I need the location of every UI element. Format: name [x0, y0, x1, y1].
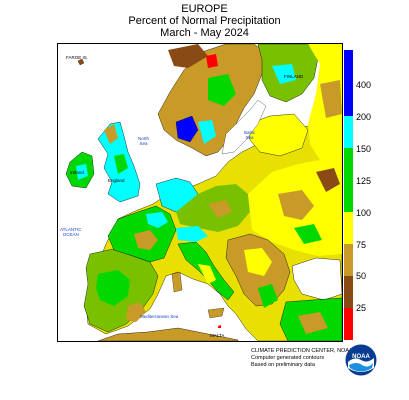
atlantic-label-line2: OCEAN — [62, 232, 79, 237]
baltics — [247, 113, 309, 157]
baltic-sea-label: Baltic Sea — [244, 130, 255, 140]
east-dry-patch — [278, 190, 314, 220]
legend-swatch-75-100 — [344, 212, 353, 244]
baltic-sea-label-line1: Baltic — [244, 130, 256, 135]
legend-tick-200: 200 — [356, 112, 372, 122]
map-title-period: March - May 2024 — [160, 27, 249, 39]
credit-line-3: Based on preliminary data — [251, 362, 315, 368]
legend-swatch-0-25 — [344, 308, 353, 340]
france-vwet-patch — [146, 212, 168, 228]
denmark — [175, 115, 199, 143]
north-africa — [97, 327, 239, 341]
med-sea-label: Mediterranean Sea — [140, 314, 179, 319]
legend-tick-100: 100 — [356, 208, 372, 218]
legend-tick-125: 125 — [356, 176, 372, 186]
map-title-subtitle: Percent of Normal Precipitation — [128, 15, 281, 27]
baltic-sea-label-line2: Sea — [245, 135, 254, 140]
finland-wet — [272, 64, 296, 84]
black-sea — [291, 257, 342, 301]
ireland-wet-patch — [76, 164, 88, 180]
malta-label: MALTA — [210, 333, 225, 338]
finland-label: FINLAND — [284, 74, 304, 79]
iberia-wet-patch — [96, 270, 130, 306]
legend-tick-400: 400 — [356, 80, 372, 90]
north-sea-label: North Sea — [138, 136, 149, 146]
legend-swatch-150-200 — [344, 116, 353, 148]
malta-dot — [218, 325, 221, 328]
france-dry-patch — [134, 230, 158, 250]
norway-red — [206, 54, 218, 68]
baltic-sea-water — [221, 99, 267, 155]
legend-swatch-25-50 — [344, 276, 353, 308]
scotland-dry-patch — [104, 124, 118, 144]
central-dry-patch — [208, 200, 232, 218]
legend-tick-50: 50 — [356, 271, 367, 281]
legend-tick-150: 150 — [356, 144, 372, 154]
north-sea-label-line1: North — [138, 136, 150, 141]
iberia-dry-patch — [126, 302, 146, 322]
balkans-yellow — [244, 248, 272, 276]
sweden-south-wet — [198, 120, 216, 144]
map-frame: FAROE IS. FINLAND Ireland England MALTA … — [57, 43, 343, 342]
precipitation-map — [58, 44, 342, 341]
alps-vwet-patch — [176, 226, 208, 242]
faroe-islands — [77, 58, 85, 66]
credit-line-1: CLIMATE PREDICTION CENTER, NOAA — [251, 348, 353, 354]
legend-colorbar — [344, 50, 354, 340]
map-title-region: EUROPE — [181, 3, 228, 15]
italy-dry-patch — [198, 264, 216, 284]
russia-dry — [320, 80, 342, 118]
ireland-label: Ireland — [70, 170, 84, 175]
gb-wet-patch — [114, 154, 128, 174]
anatolia-dry — [298, 312, 328, 334]
legend-swatch-50-75 — [344, 244, 353, 276]
atlantic-label: ATLANTIC OCEAN — [60, 227, 81, 237]
greece-green — [258, 284, 278, 308]
sardinia — [171, 271, 183, 293]
england-label: England — [108, 178, 125, 183]
legend-tick-75: 75 — [356, 240, 367, 250]
north-sea-label-line2: Sea — [139, 141, 148, 146]
credit-line-2: Computer generated contours — [251, 355, 325, 361]
atlantic-label-line1: ATLANTIC — [60, 227, 82, 232]
noaa-logo-text: NOAA — [352, 354, 370, 360]
sicily — [207, 307, 225, 319]
legend-swatch-100-150 — [344, 148, 353, 212]
faroe-label: FAROE IS. — [66, 55, 89, 60]
noaa-logo: NOAA — [345, 344, 377, 376]
norway-dry — [168, 44, 208, 68]
east-vdry-patch — [316, 168, 340, 192]
legend-tick-25: 25 — [356, 303, 367, 313]
sweden-green — [208, 74, 236, 106]
east-green-patch — [294, 224, 322, 244]
legend-swatch-200-400 — [344, 50, 353, 116]
